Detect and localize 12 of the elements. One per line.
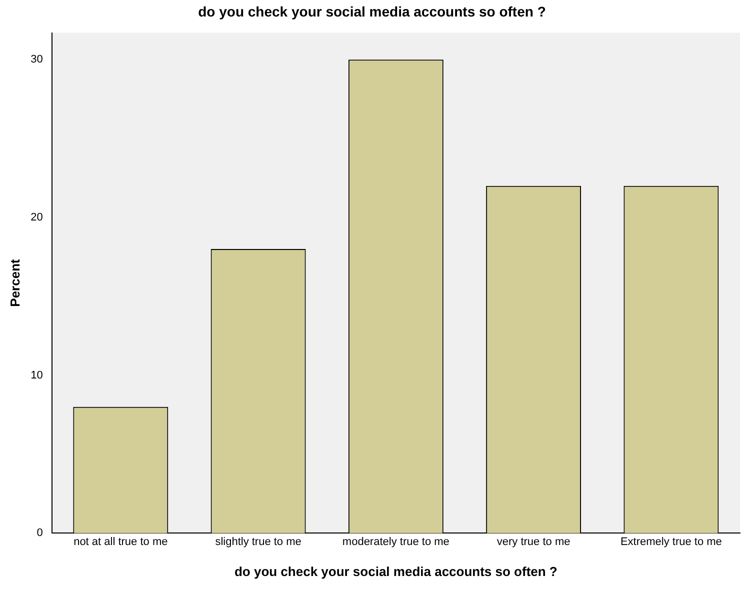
y-tick-label: 20 — [30, 212, 43, 224]
x-tick-label: slightly true to me — [215, 536, 302, 548]
y-axis-title: Percent — [7, 258, 22, 307]
x-axis-title: do you check your social media accounts so often ? — [234, 564, 558, 579]
x-tick-label: very true to me — [496, 536, 570, 548]
chart-title: do you check your social media accounts so often ? — [198, 3, 546, 20]
y-tick-label: 30 — [30, 54, 43, 66]
x-tick-label: moderately true to me — [342, 536, 450, 548]
x-tick-label: not at all true to me — [74, 536, 168, 548]
y-tick-label: 10 — [30, 369, 43, 382]
y-tick-label: 0 — [36, 527, 43, 540]
x-tick-label: Extremely true to me — [620, 536, 722, 548]
